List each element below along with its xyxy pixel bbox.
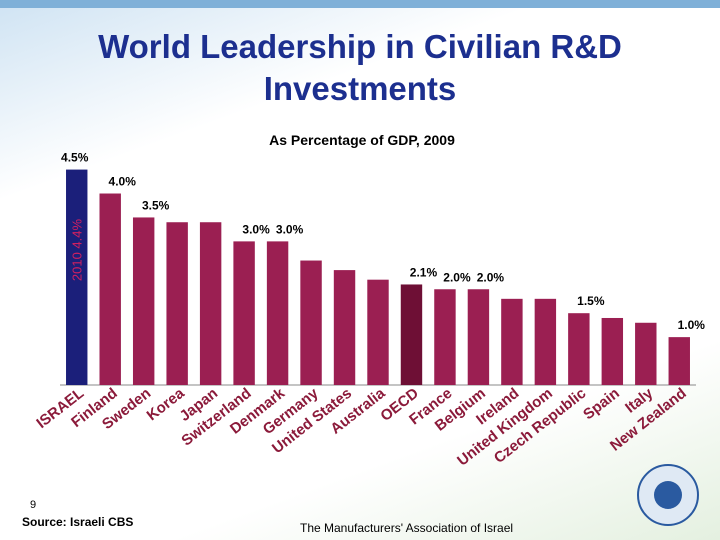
annotation: 2010 4.4% [70,218,85,281]
bar [266,241,289,385]
bar [199,222,222,385]
bar [434,289,456,385]
bar [367,279,389,385]
data-label: 2.0% [443,270,471,284]
data-label: 3.0% [276,222,304,236]
bar [233,241,255,385]
slide-title: World Leadership in Civilian R&D Investme… [98,28,622,107]
bar [99,193,121,385]
bar [66,169,88,385]
data-label: 4.5% [61,151,89,165]
logo-center [654,481,682,509]
bar [501,298,523,385]
data-label: 1.5% [577,294,605,308]
bar [400,284,423,385]
footer: The Manufacturers' Association of Israel [300,521,513,535]
bar [300,260,322,385]
bar [467,289,490,385]
bar [568,313,590,385]
page-number: 9 [30,499,36,511]
bar [668,337,690,385]
bar [601,317,624,385]
bar [132,217,155,385]
bar [534,298,557,385]
bar [166,222,188,385]
bar [635,322,657,385]
bar [333,270,356,385]
data-label: 3.0% [242,222,270,236]
data-label: 2.1% [410,265,438,279]
top-band [0,0,720,8]
data-label: 3.5% [142,198,170,212]
data-label: 1.0% [678,318,706,332]
data-label: 2.0% [477,270,505,284]
x-tick-label: Spain [580,385,623,424]
source: Source: Israeli CBS [22,515,133,529]
chart-subtitle: As Percentage of GDP, 2009 [269,132,455,148]
data-label: 4.0% [109,175,137,189]
